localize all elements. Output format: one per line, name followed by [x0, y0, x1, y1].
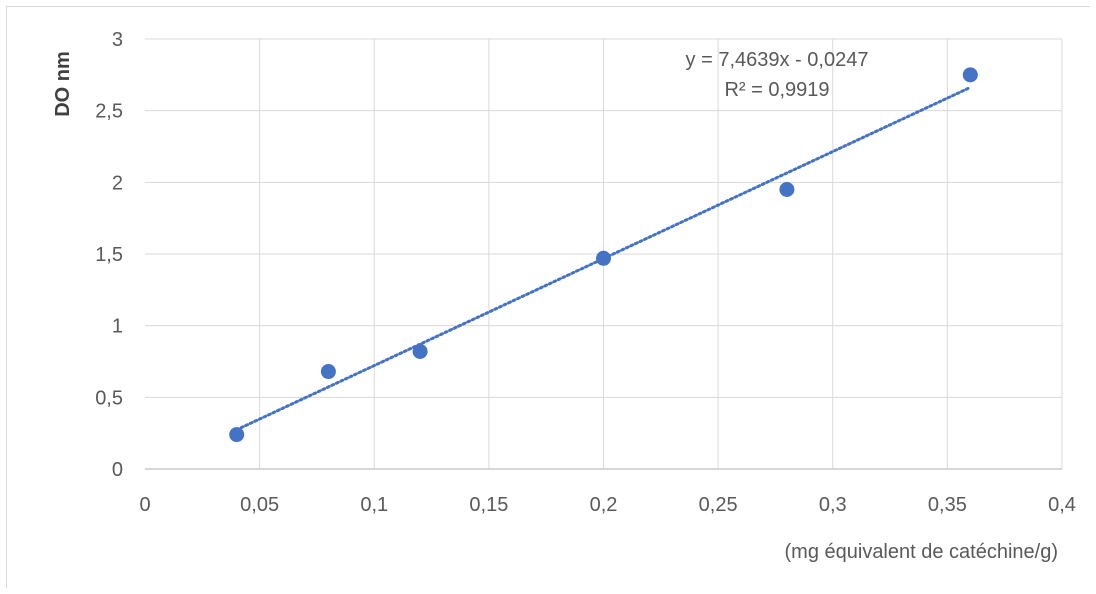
x-tick-label: 0,05: [240, 494, 279, 516]
data-point: [412, 343, 428, 359]
data-point: [320, 364, 336, 380]
x-tick-label: 0: [139, 494, 150, 516]
x-tick-label: 0,25: [699, 494, 738, 516]
x-tick-labels: 0 0,05 0,1 0,15 0,2 0,25 0,3 0,35 0,4: [139, 494, 1075, 516]
data-point: [779, 182, 795, 197]
data-point: [596, 250, 611, 266]
x-tick-label: 0,4: [1048, 494, 1076, 516]
y-tick-label: 0,5: [95, 387, 123, 409]
x-tick-label: 0,1: [360, 494, 388, 516]
y-tick-label: 0: [112, 459, 123, 481]
y-tick-label: 1: [112, 316, 123, 338]
trendline-equation: y = 7,4639x - 0,0247: [686, 49, 869, 71]
data-point: [962, 67, 978, 83]
x-tick-label: 0,2: [590, 494, 618, 516]
y-tick-label: 3: [112, 29, 123, 51]
y-tick-label: 1,5: [95, 244, 123, 266]
y-tick-label: 2,5: [95, 101, 123, 123]
data-points: [229, 67, 978, 443]
x-tick-label: 0,35: [928, 494, 967, 516]
y-tick-labels: 0 0,5 1 1,5 2 2,5 3: [95, 29, 123, 481]
x-tick-label: 0,15: [469, 494, 508, 516]
data-point: [229, 427, 245, 443]
y-tick-label: 2: [112, 172, 123, 194]
trendline-r-squared: R² = 0,9919: [724, 79, 829, 101]
x-axis-title: (mg équivalent de catéchine/g): [785, 541, 1059, 563]
chart-frame: [6, 6, 1090, 588]
y-axis-title: DO nm: [52, 51, 74, 117]
x-tick-label: 0,3: [819, 494, 847, 516]
